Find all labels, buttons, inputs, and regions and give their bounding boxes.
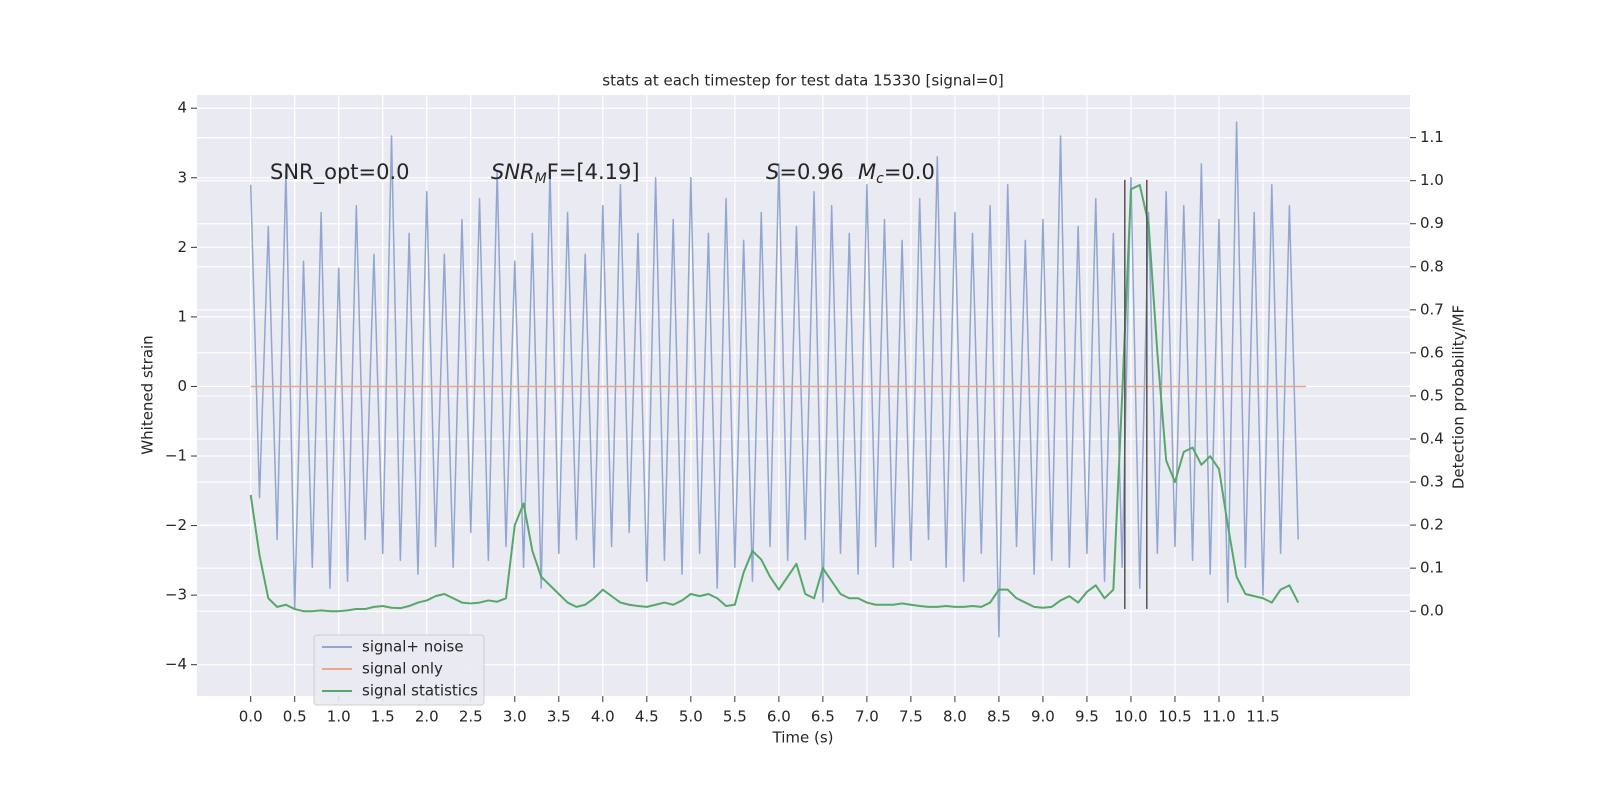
- x-tick-label: 11.0: [1202, 708, 1235, 726]
- x-tick-label: 1.5: [371, 708, 395, 726]
- x-tick-label: 9.0: [1031, 708, 1055, 726]
- x-tick-label: 6.5: [811, 708, 835, 726]
- x-tick-label: 10.5: [1158, 708, 1191, 726]
- legend-box: [313, 634, 485, 706]
- y-axis-label: Whitened strain: [139, 335, 157, 454]
- series-line: [249, 183, 1300, 613]
- annotation-rest: F=[4.19]: [547, 160, 640, 184]
- annotation-rest: =0.0: [884, 160, 935, 184]
- x-tick-label: 9.5: [1075, 708, 1099, 726]
- legend-label: signal only: [362, 660, 443, 678]
- y-tick-label: 2: [177, 238, 187, 256]
- x-tick-label: 3.5: [547, 708, 571, 726]
- annotation-rest: =0.96: [779, 160, 843, 184]
- y2-tick-label: 1.0: [1420, 171, 1444, 189]
- x-tick-label: 8.5: [987, 708, 1011, 726]
- annotation: Mc=0.0: [858, 160, 935, 187]
- y-tick-label: −2: [165, 516, 187, 534]
- x-tick-label: 0.0: [239, 708, 263, 726]
- x-tick-label: 11.5: [1246, 708, 1279, 726]
- y-tick-label: 0: [177, 377, 187, 395]
- y-tick-label: 3: [177, 168, 187, 186]
- y2-tick-label: 1.1: [1420, 128, 1444, 146]
- y-tick-label: −4: [165, 655, 187, 673]
- legend-label: signal+ noise: [362, 638, 464, 656]
- annotation-sub: c: [876, 171, 884, 187]
- annotation-base: SNR: [491, 160, 535, 184]
- x-tick-label: 5.0: [679, 708, 703, 726]
- x-tick-label: 5.5: [723, 708, 747, 726]
- y2-tick-label: 0.0: [1420, 602, 1444, 620]
- y2-tick-label: 0.7: [1420, 300, 1444, 318]
- y2-axis-label: Detection probability/MF: [1450, 305, 1468, 489]
- x-tick-label: 6.0: [767, 708, 791, 726]
- x-tick-label: 3.0: [503, 708, 527, 726]
- annotation-text: SNR_opt=0.0: [270, 160, 410, 185]
- x-tick-label: 8.0: [943, 708, 967, 726]
- x-tick-label: 7.5: [899, 708, 923, 726]
- x-axis-label: Time (s): [772, 729, 834, 747]
- y2-tick-label: 0.1: [1420, 559, 1444, 577]
- x-tick-label: 10.0: [1114, 708, 1147, 726]
- annotation-base: M: [858, 160, 876, 184]
- annotation: S=0.96: [766, 160, 844, 184]
- y-tick-label: 4: [177, 99, 187, 117]
- x-tick-label: 2.5: [459, 708, 483, 726]
- x-tick-label: 0.5: [283, 708, 307, 726]
- y2-tick-label: 0.4: [1420, 429, 1444, 447]
- y-tick-label: 1: [177, 307, 187, 325]
- chart-title: stats at each timestep for test data 153…: [602, 72, 1003, 90]
- y2-tick-label: 0.3: [1420, 473, 1444, 491]
- legend-label: signal statistics: [362, 682, 478, 700]
- x-tick-label: 2.0: [415, 708, 439, 726]
- y2-tick-label: 0.9: [1420, 214, 1444, 232]
- x-tick-label: 4.0: [591, 708, 615, 726]
- x-tick-label: 1.0: [327, 708, 351, 726]
- y-tick-label: −3: [165, 586, 187, 604]
- annotation: SNR_opt=0.0: [270, 160, 410, 185]
- y2-tick-label: 0.5: [1420, 386, 1444, 404]
- y2-tick-label: 0.8: [1420, 257, 1444, 275]
- series-line: [249, 121, 1299, 638]
- x-tick-label: 4.5: [635, 708, 659, 726]
- annotation-base: S: [766, 160, 779, 184]
- y2-tick-label: 0.6: [1420, 343, 1444, 361]
- annotation-sub: M: [535, 171, 547, 187]
- annotation: SNRMF=[4.19]: [491, 160, 640, 187]
- y-tick-label: −1: [165, 447, 187, 465]
- y2-tick-label: 0.2: [1420, 516, 1444, 534]
- x-tick-label: 7.0: [855, 708, 879, 726]
